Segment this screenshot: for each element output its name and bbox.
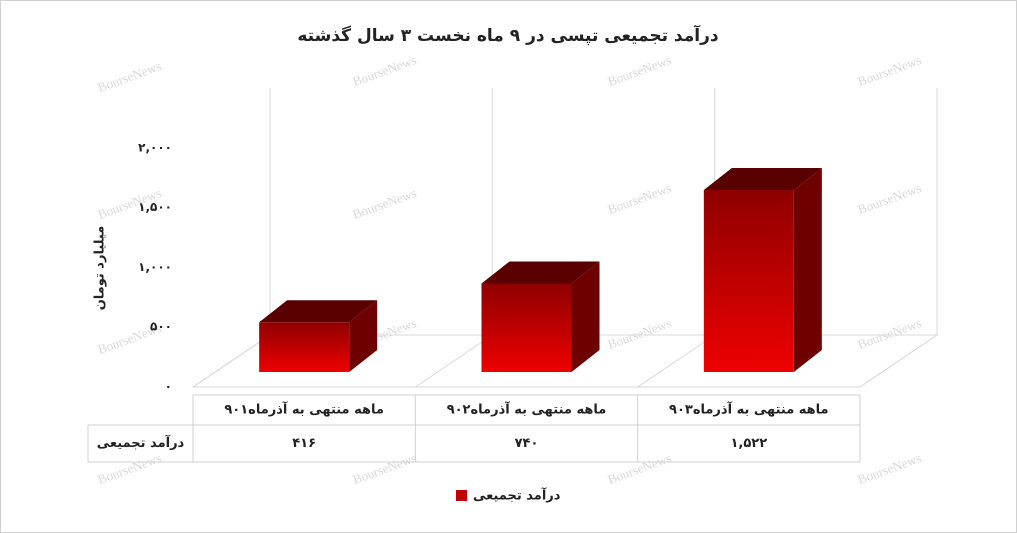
data-label: ۷۴۰ xyxy=(515,436,539,451)
bar-side xyxy=(793,167,822,372)
legend-label: درآمد تجمیعی xyxy=(473,487,561,504)
data-label: ۱,۵۲۲ xyxy=(730,436,767,451)
bar-side xyxy=(571,261,600,372)
y-tick-label: ۱,۵۰۰ xyxy=(138,200,172,214)
data-label: ۴۱۶ xyxy=(292,436,316,451)
floor-line xyxy=(637,334,715,388)
y-tick-label: ۰ xyxy=(165,380,172,394)
x-tick-label: ۹ماهه منتهی به آذرماه۰۲ xyxy=(447,401,607,418)
bar xyxy=(259,322,350,372)
floor-line xyxy=(415,334,493,388)
bar-top xyxy=(703,167,822,190)
bar xyxy=(481,283,572,372)
bar xyxy=(703,189,794,372)
y-tick-label: ۵۰۰ xyxy=(150,320,172,334)
legend-swatch xyxy=(456,490,467,501)
bar-side xyxy=(349,300,378,372)
x-tick-label: ۹ماهه منتهی به آذرماه۰۳ xyxy=(669,401,829,418)
y-tick-label: ۲,۰۰۰ xyxy=(138,140,172,154)
plot-area: BourseNews BourseNews BourseNews BourseNews… xyxy=(87,52,939,504)
bar-top xyxy=(259,300,378,323)
floor-line xyxy=(192,334,271,388)
table-row-label: درآمد تجمیعی xyxy=(97,434,185,451)
bar-top xyxy=(481,261,600,284)
x-tick-label: ۹ماهه منتهی به آذرماه۰۱ xyxy=(224,401,384,418)
y-tick-label: ۱,۰۰۰ xyxy=(138,260,172,274)
y-axis-label: میلیارد تومان xyxy=(93,226,108,311)
chart-title: درآمد تجمیعی تپسی در ۹ ماه نخست ۳ سال گذ… xyxy=(297,24,719,46)
floor-line xyxy=(859,334,938,388)
